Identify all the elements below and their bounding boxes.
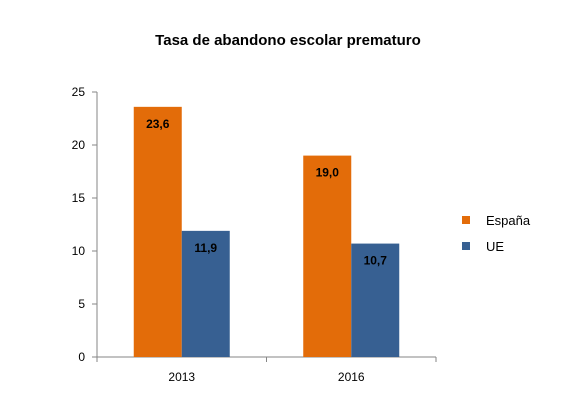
y-tick-label: 15 — [72, 191, 86, 205]
legend-label: España — [486, 213, 531, 228]
legend-label: UE — [486, 239, 504, 254]
bar-ue-2013 — [181, 230, 230, 357]
chart-title: Tasa de abandono escolar prematuro — [155, 32, 421, 49]
data-label: 10,7 — [364, 254, 388, 268]
y-tick-label: 5 — [78, 297, 85, 311]
data-label: 23,6 — [146, 117, 170, 131]
y-tick-label: 0 — [78, 350, 85, 364]
x-tick-label: 2016 — [338, 370, 365, 384]
x-tick-label: 2013 — [168, 370, 195, 384]
y-tick-label: 10 — [72, 244, 86, 258]
y-tick-label: 25 — [72, 85, 86, 99]
bar-espa-a-2013 — [133, 106, 182, 357]
bar-espa-a-2016 — [303, 155, 352, 357]
legend-swatch — [462, 242, 470, 250]
legend-swatch — [462, 216, 470, 224]
data-label: 11,9 — [194, 241, 217, 255]
y-tick-label: 20 — [72, 138, 86, 152]
data-label: 19,0 — [316, 166, 340, 180]
bar-ue-2016 — [351, 243, 400, 357]
